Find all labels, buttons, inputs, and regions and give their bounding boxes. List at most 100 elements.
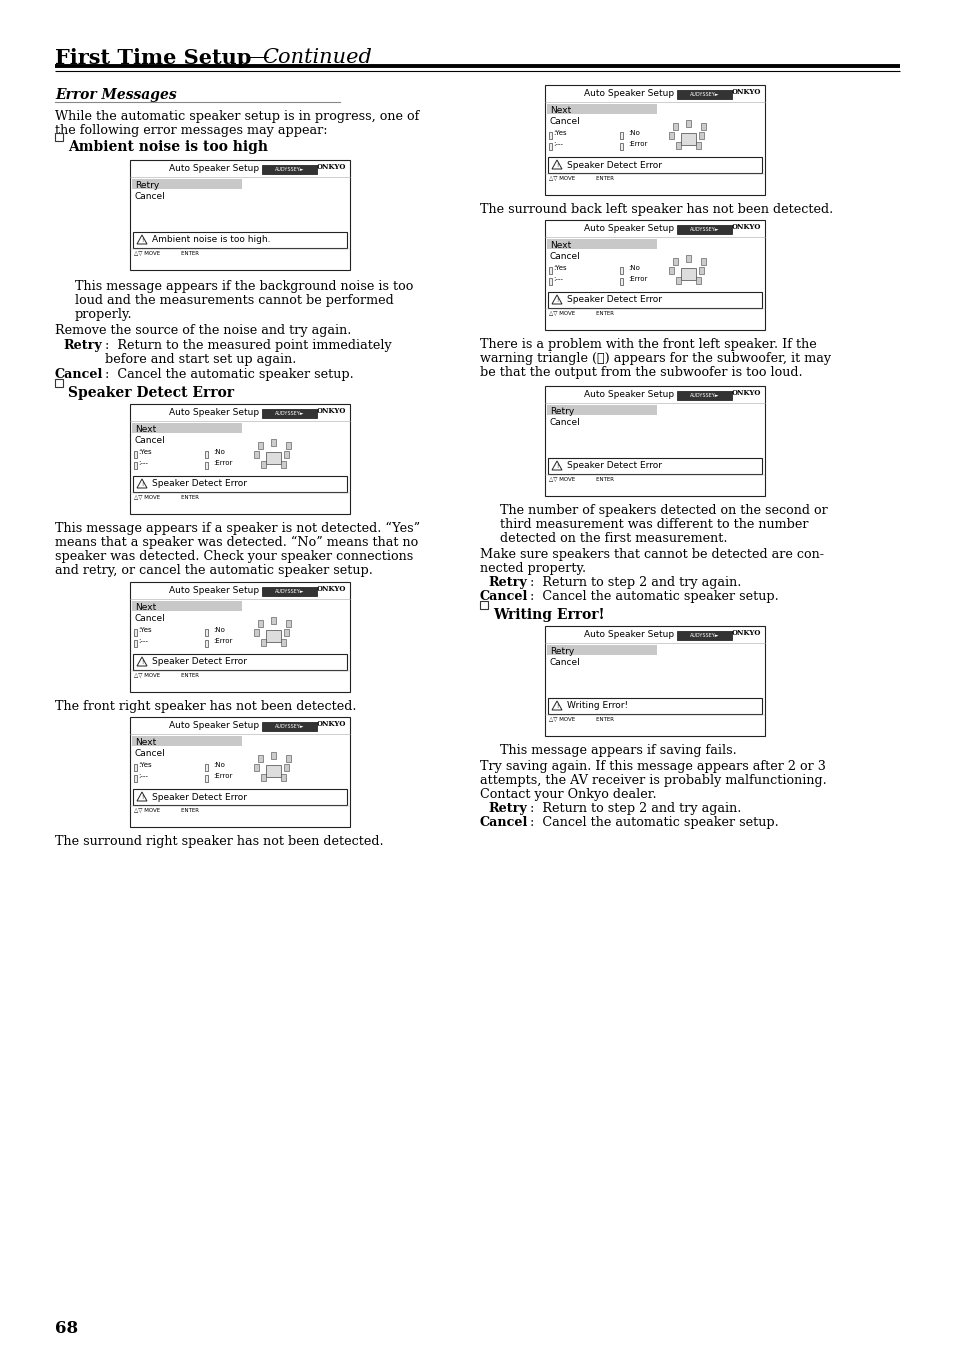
Text: Auto Speaker Setup: Auto Speaker Setup — [169, 586, 258, 594]
Text: Retry: Retry — [135, 181, 159, 190]
Bar — [548, 267, 552, 274]
Bar — [546, 239, 657, 249]
Text: ONKYO: ONKYO — [316, 585, 346, 593]
Bar — [700, 123, 705, 129]
Text: :Error: :Error — [628, 276, 647, 282]
Text: :  Cancel the automatic speaker setup.: : Cancel the automatic speaker setup. — [530, 816, 778, 829]
Text: Speaker Detect Error: Speaker Detect Error — [566, 160, 661, 170]
Text: !: ! — [141, 661, 143, 665]
Bar — [696, 276, 700, 284]
Bar — [619, 278, 622, 284]
Bar — [262, 164, 316, 174]
Text: AUDYSSEY►: AUDYSSEY► — [274, 724, 304, 729]
Text: This message appears if the background noise is too: This message appears if the background n… — [75, 280, 413, 293]
Text: Auto Speaker Setup: Auto Speaker Setup — [169, 721, 258, 731]
Bar — [132, 476, 347, 492]
Text: AUDYSSEY►: AUDYSSEY► — [274, 589, 304, 594]
Bar — [271, 752, 276, 759]
Bar — [205, 630, 208, 636]
Text: :---: :--- — [138, 638, 148, 644]
Bar — [619, 267, 622, 274]
Bar — [677, 631, 731, 640]
Bar — [547, 156, 761, 173]
Text: Cancel: Cancel — [550, 418, 580, 427]
Bar — [205, 462, 208, 469]
Text: Next: Next — [550, 106, 571, 115]
Text: Error Messages: Error Messages — [55, 88, 176, 102]
Text: :---: :--- — [138, 460, 148, 466]
Text: Remove the source of the noise and try again.: Remove the source of the noise and try a… — [55, 324, 351, 337]
Text: The front right speaker has not been detected.: The front right speaker has not been det… — [55, 700, 356, 713]
Text: the following error messages may appear:: the following error messages may appear: — [55, 124, 327, 137]
Bar — [133, 452, 137, 458]
Text: !: ! — [141, 483, 143, 487]
Text: Auto Speaker Setup: Auto Speaker Setup — [583, 630, 673, 639]
Polygon shape — [552, 295, 561, 305]
Bar — [284, 630, 289, 636]
Text: Speaker Detect Error: Speaker Detect Error — [152, 480, 247, 488]
Bar — [132, 232, 347, 248]
Text: Cancel: Cancel — [550, 117, 580, 125]
Polygon shape — [552, 701, 561, 710]
Text: Speaker Detect Error: Speaker Detect Error — [566, 295, 661, 305]
Text: !: ! — [556, 163, 558, 168]
Bar — [266, 766, 281, 776]
Bar — [673, 123, 678, 129]
Text: Auto Speaker Setup: Auto Speaker Setup — [583, 89, 673, 98]
Text: :Yes: :Yes — [138, 762, 152, 768]
Bar — [680, 268, 696, 280]
Polygon shape — [137, 235, 147, 244]
Text: △▽ MOVE            ENTER: △▽ MOVE ENTER — [133, 249, 199, 255]
Text: !: ! — [556, 704, 558, 709]
Text: △▽ MOVE            ENTER: △▽ MOVE ENTER — [133, 493, 199, 499]
Bar — [205, 452, 208, 458]
Bar — [133, 640, 137, 647]
Bar — [547, 698, 761, 714]
Bar — [258, 442, 263, 449]
Text: Cancel: Cancel — [479, 590, 528, 603]
Text: ONKYO: ONKYO — [731, 88, 760, 96]
Text: Retry: Retry — [488, 576, 526, 589]
Text: :Yes: :Yes — [553, 266, 566, 271]
Text: △▽ MOVE            ENTER: △▽ MOVE ENTER — [548, 476, 614, 481]
Text: Auto Speaker Setup: Auto Speaker Setup — [169, 164, 258, 173]
Text: Next: Next — [135, 737, 156, 747]
Bar — [133, 462, 137, 469]
Polygon shape — [137, 656, 147, 666]
Bar — [281, 774, 286, 780]
Bar — [669, 267, 674, 274]
Bar — [673, 257, 678, 266]
Text: While the automatic speaker setup is in progress, one of: While the automatic speaker setup is in … — [55, 111, 419, 123]
Text: —: — — [248, 49, 269, 67]
Text: Speaker Detect Error: Speaker Detect Error — [152, 793, 247, 802]
Text: Continued: Continued — [262, 49, 372, 67]
Text: Cancel: Cancel — [550, 252, 580, 262]
Text: attempts, the AV receiver is probably malfunctioning.: attempts, the AV receiver is probably ma… — [479, 774, 826, 787]
Text: Cancel: Cancel — [550, 658, 580, 667]
Text: :---: :--- — [553, 142, 562, 147]
Bar — [544, 625, 764, 736]
Text: The number of speakers detected on the second or: The number of speakers detected on the s… — [499, 504, 827, 518]
Bar — [548, 143, 552, 150]
Text: There is a problem with the front left speaker. If the: There is a problem with the front left s… — [479, 338, 816, 350]
Bar — [254, 452, 259, 458]
Bar — [132, 789, 347, 805]
Bar — [132, 423, 242, 433]
Polygon shape — [137, 793, 147, 801]
Bar — [677, 225, 731, 235]
Bar — [547, 458, 761, 474]
Text: Cancel: Cancel — [55, 368, 103, 381]
Bar — [685, 255, 691, 262]
Bar — [133, 775, 137, 782]
Text: :No: :No — [213, 762, 225, 768]
Text: First Time Setup: First Time Setup — [55, 49, 251, 67]
Text: !: ! — [556, 464, 558, 469]
Bar — [254, 630, 259, 636]
Text: Make sure speakers that cannot be detected are con-: Make sure speakers that cannot be detect… — [479, 549, 823, 561]
Text: :Error: :Error — [628, 142, 647, 147]
Text: This message appears if a speaker is not detected. “Yes”: This message appears if a speaker is not… — [55, 522, 419, 535]
Bar — [544, 220, 764, 330]
Text: before and start set up again.: before and start set up again. — [105, 353, 296, 367]
Polygon shape — [552, 461, 561, 470]
Text: Cancel: Cancel — [135, 749, 166, 758]
